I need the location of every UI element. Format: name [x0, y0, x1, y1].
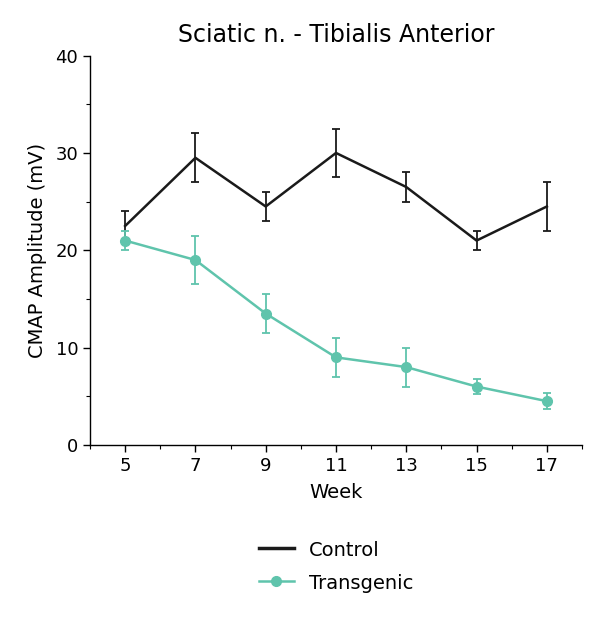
Y-axis label: CMAP Amplitude (mV): CMAP Amplitude (mV) — [28, 143, 47, 358]
X-axis label: Week: Week — [310, 483, 362, 502]
Legend: Control, Transgenic: Control, Transgenic — [259, 540, 413, 593]
Title: Sciatic n. - Tibialis Anterior: Sciatic n. - Tibialis Anterior — [178, 23, 494, 47]
